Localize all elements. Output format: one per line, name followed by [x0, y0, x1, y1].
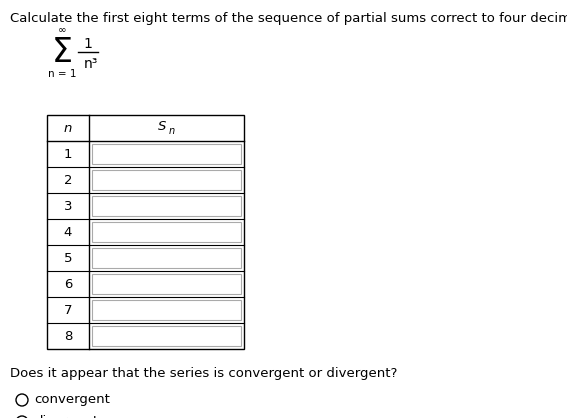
Text: 1: 1 [64, 148, 72, 161]
Bar [92, 326, 241, 346]
Bar [92, 222, 241, 242]
Bar [92, 144, 241, 164]
Text: n: n [64, 122, 72, 135]
Text: n: n [168, 126, 175, 136]
Bar [92, 196, 241, 216]
Text: ∞: ∞ [58, 25, 66, 35]
Bar [92, 170, 241, 190]
Text: convergent: convergent [34, 393, 110, 406]
Text: n³: n³ [84, 57, 98, 71]
Text: 6: 6 [64, 278, 72, 291]
Text: 8: 8 [64, 329, 72, 342]
Text: 1: 1 [83, 37, 92, 51]
Text: S: S [158, 120, 167, 133]
Text: 2: 2 [64, 173, 72, 186]
Bar [47, 115, 244, 349]
Bar [92, 300, 241, 320]
Text: 5: 5 [64, 252, 72, 265]
Text: n = 1: n = 1 [48, 69, 76, 79]
Bar [92, 248, 241, 268]
Text: divergent: divergent [34, 415, 98, 418]
Text: Σ: Σ [52, 36, 73, 69]
Text: 4: 4 [64, 225, 72, 239]
Bar [92, 274, 241, 294]
Text: Does it appear that the series is convergent or divergent?: Does it appear that the series is conver… [10, 367, 397, 380]
Text: 7: 7 [64, 303, 72, 316]
Text: Calculate the first eight terms of the sequence of partial sums correct to four : Calculate the first eight terms of the s… [10, 12, 567, 25]
Text: 3: 3 [64, 199, 72, 212]
